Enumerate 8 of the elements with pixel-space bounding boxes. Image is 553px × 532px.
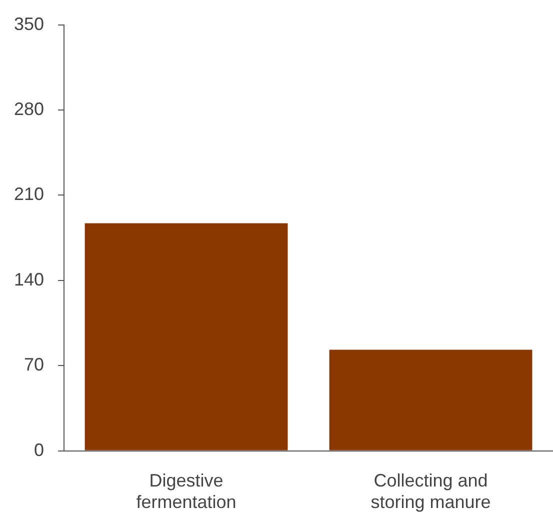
y-tick-label: 0 bbox=[34, 440, 44, 460]
y-tick-label: 280 bbox=[14, 98, 44, 119]
x-tick-label: Digestive fermentation bbox=[136, 470, 236, 512]
x-tick-label: Collecting and storing manure bbox=[370, 470, 491, 512]
y-tick-label: 350 bbox=[14, 14, 44, 34]
y-tick-label: 140 bbox=[14, 269, 44, 290]
y-tick-label: 70 bbox=[24, 354, 44, 375]
y-tick-label: 210 bbox=[14, 184, 44, 204]
